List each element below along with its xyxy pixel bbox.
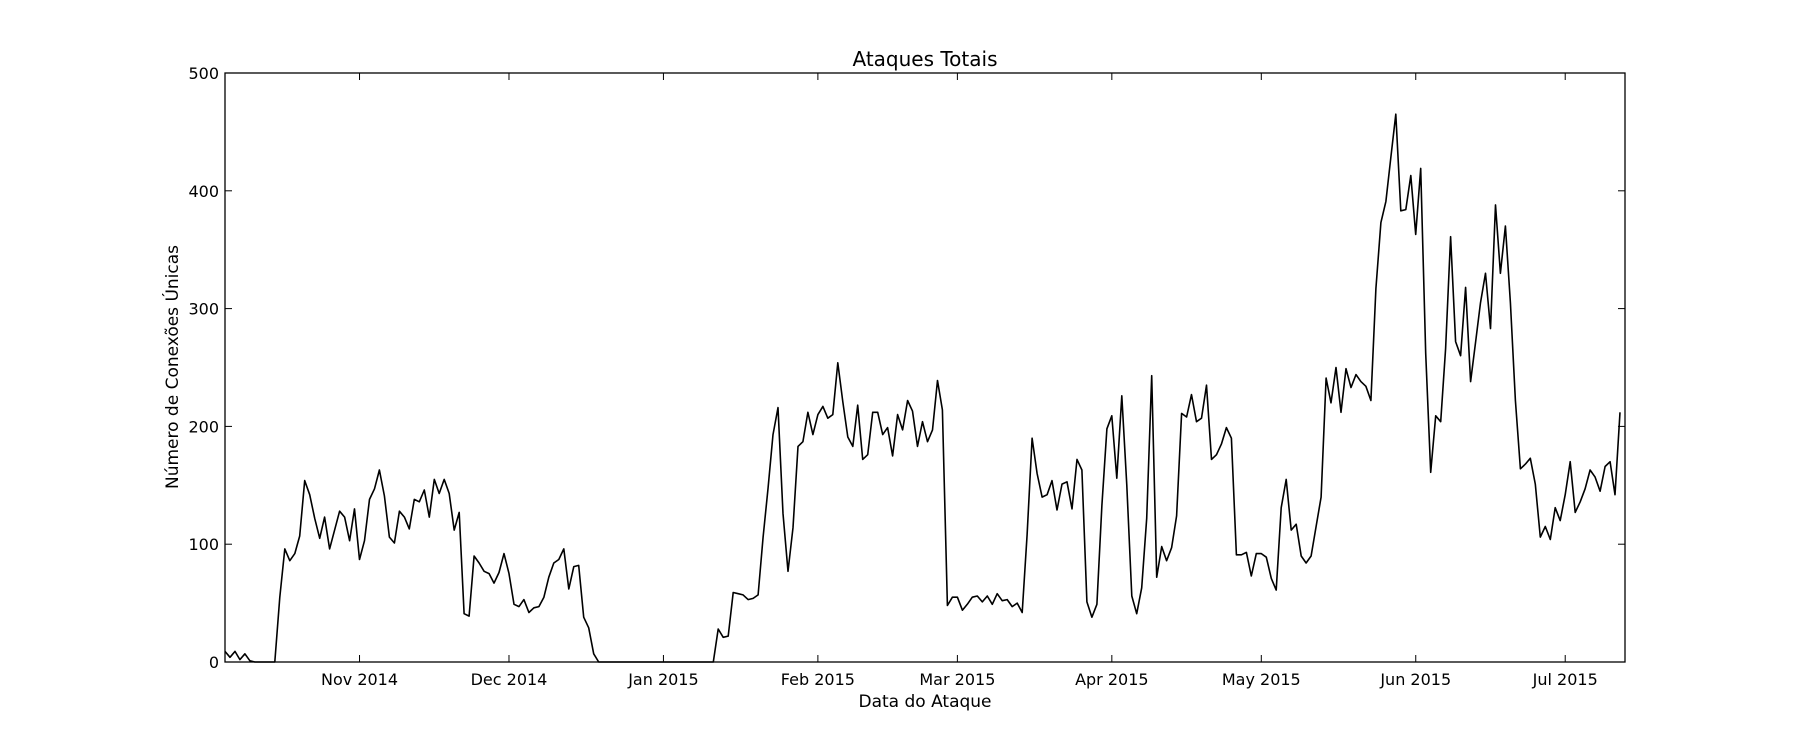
x-tick-label: Dec 2014	[471, 670, 548, 689]
x-tick-label: May 2015	[1222, 670, 1301, 689]
x-tick-label: Nov 2014	[321, 670, 398, 689]
y-axis: 0 100 200 300 400 500	[188, 64, 1625, 672]
x-tick-label: Feb 2015	[781, 670, 855, 689]
series-line	[224, 113, 1621, 663]
y-tick-label: 0	[209, 653, 219, 672]
y-tick-label: 500	[188, 64, 219, 83]
y-tick-label: 400	[188, 182, 219, 201]
x-axis: Nov 2014 Dec 2014 Jan 2015 Feb 2015 Mar 2015…	[321, 73, 1598, 689]
chart-title: Ataques Totais	[852, 47, 997, 71]
x-tick-label: Mar 2015	[919, 670, 995, 689]
x-tick-label: Jul 2015	[1532, 670, 1598, 689]
x-tick-label: Jan 2015	[627, 670, 698, 689]
x-axis-label: Data do Ataque	[858, 692, 991, 712]
y-tick-label: 200	[188, 417, 219, 436]
x-tick-label: Apr 2015	[1075, 670, 1148, 689]
plot-frame	[224, 72, 1626, 663]
x-tick-label: Jun 2015	[1379, 670, 1451, 689]
y-tick-label: 300	[188, 300, 219, 319]
y-axis-label: Número de Conexões Únicas	[161, 245, 183, 489]
y-tick-label: 100	[188, 535, 219, 554]
